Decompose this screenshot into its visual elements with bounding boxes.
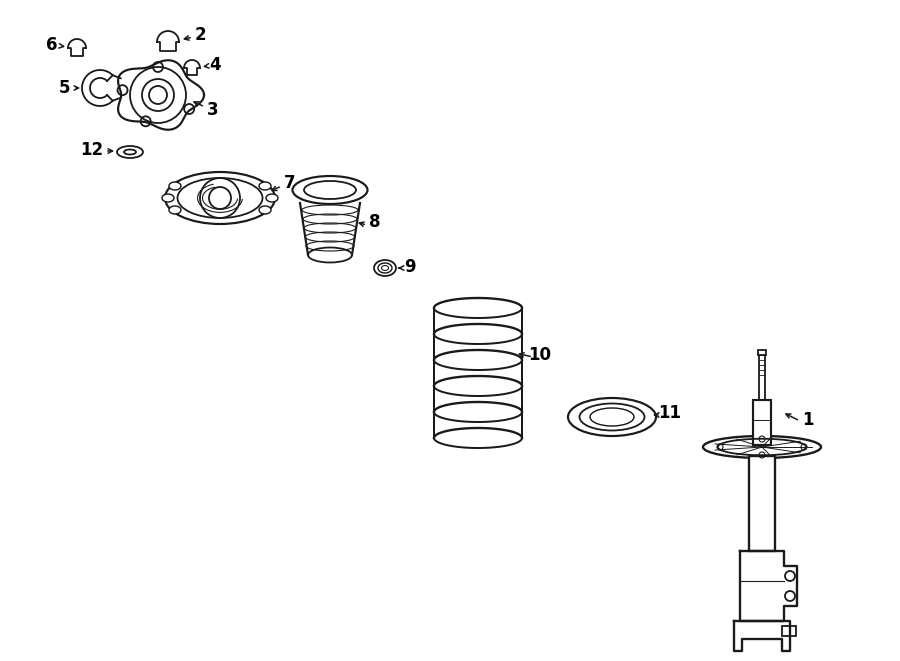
Ellipse shape [266,194,278,202]
Ellipse shape [259,182,271,190]
Text: 3: 3 [207,101,219,119]
Ellipse shape [374,260,396,276]
Text: 2: 2 [194,26,206,44]
Text: 10: 10 [528,346,552,364]
Text: 11: 11 [659,404,681,422]
Ellipse shape [169,182,181,190]
Text: 1: 1 [802,411,814,429]
Text: 9: 9 [404,258,416,276]
Bar [758,350,766,355]
Text: 12: 12 [80,141,104,159]
Ellipse shape [259,206,271,214]
Text: 7: 7 [284,174,296,192]
Text: 8: 8 [369,213,381,231]
Text: 5: 5 [59,79,71,97]
Bar [749,456,775,551]
Ellipse shape [165,172,275,224]
Text: 6: 6 [46,36,58,54]
Ellipse shape [703,436,821,458]
Ellipse shape [568,398,656,436]
Bar [753,400,771,445]
Ellipse shape [292,176,367,204]
Bar [759,355,765,400]
Bar [782,626,796,636]
Text: 4: 4 [209,56,220,74]
Ellipse shape [308,247,352,262]
Ellipse shape [169,206,181,214]
Ellipse shape [162,194,174,202]
